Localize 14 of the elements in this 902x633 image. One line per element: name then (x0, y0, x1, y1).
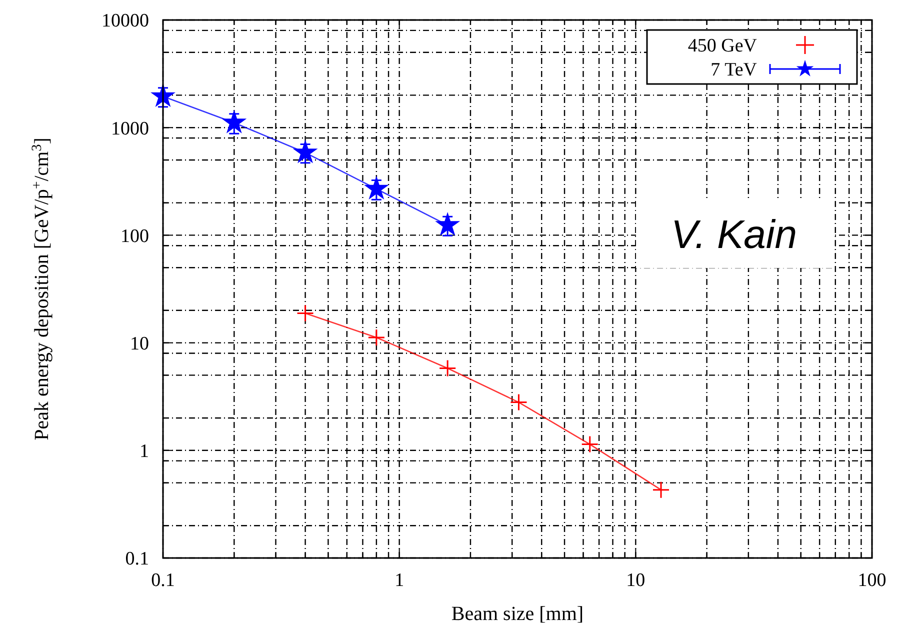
x-tick-label: 1 (394, 570, 404, 591)
y-tick-label: 10 (130, 333, 149, 354)
y-tick-label: 1000 (111, 118, 149, 140)
x-tick-label: 0.1 (151, 570, 175, 591)
y-tick-label: 10000 (102, 10, 149, 32)
x-tick-label: 100 (858, 570, 886, 591)
annotation: V. Kain (671, 213, 797, 257)
y-tick-label: 100 (120, 226, 149, 247)
legend-label: 450 GeV (688, 36, 758, 57)
y-tick-label: 0.1 (125, 548, 149, 570)
legend-label: 7 TeV (710, 60, 758, 81)
x-tick-label: 10 (626, 570, 646, 591)
y-tick-label: 1 (140, 441, 149, 462)
x-axis-title: Beam size [mm] (451, 603, 584, 625)
